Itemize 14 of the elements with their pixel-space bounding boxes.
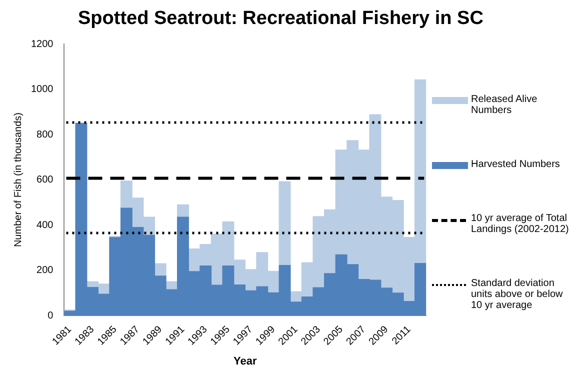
y-tick-label: 800 [36,129,54,140]
y-tick-label: 1200 [30,38,54,50]
y-tick-label: 200 [36,265,54,276]
legend-label: Standard deviation units above or below 10 yr average [471,278,564,310]
legend-label: Harvested Numbers [471,158,560,170]
chart-title: Spotted Seatrout: Recreational Fishery in SC [77,8,484,31]
y-tick-label: 400 [36,220,54,231]
y-tick-label: 1000 [30,84,54,96]
y-tick-label: 600 [36,174,54,186]
legend-label: Released Alive Numbers [471,94,538,116]
x-axis-title: Year [234,355,258,368]
y-tick-label: 0 [48,310,54,322]
legend-label: 10 yr average of Total Landings (2002-2012) [471,212,570,234]
y-axis-title: Number of Fish (in thousands) [12,112,24,248]
